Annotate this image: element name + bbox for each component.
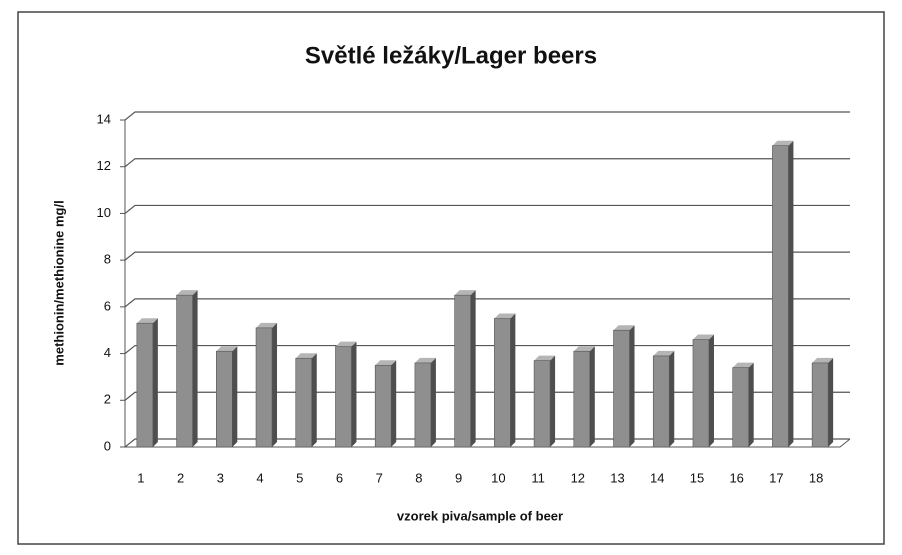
y-tick-label: 14 bbox=[97, 111, 111, 126]
x-tick-label: 1 bbox=[137, 470, 144, 485]
bar-side bbox=[550, 355, 556, 447]
grid-line bbox=[124, 158, 850, 168]
bar-top bbox=[613, 325, 635, 331]
x-tick-label: 12 bbox=[571, 470, 585, 485]
bar-side bbox=[510, 313, 516, 447]
grid-line bbox=[124, 344, 850, 355]
bar-top bbox=[216, 346, 238, 352]
bar-top bbox=[414, 357, 436, 363]
bar-top bbox=[772, 140, 794, 146]
floor-edge bbox=[125, 438, 851, 448]
x-tick-label: 11 bbox=[531, 470, 545, 485]
x-tick-label: 8 bbox=[415, 470, 422, 485]
bar-top bbox=[494, 313, 516, 319]
bar-side bbox=[708, 334, 714, 447]
bar bbox=[573, 350, 591, 448]
y-tick-label: 4 bbox=[104, 345, 111, 360]
bar bbox=[732, 367, 749, 448]
x-tick-label: 2 bbox=[177, 470, 184, 485]
bar-side bbox=[589, 346, 595, 447]
x-axis-label: vzorek piva/sample of beer bbox=[397, 508, 563, 523]
bar-top bbox=[136, 318, 158, 324]
x-tick-label: 7 bbox=[376, 470, 383, 485]
bar-side bbox=[669, 350, 675, 447]
bar bbox=[613, 329, 630, 448]
x-tick-label: 13 bbox=[610, 470, 624, 485]
bar-top bbox=[375, 360, 397, 366]
bar-side bbox=[788, 140, 794, 447]
bar bbox=[533, 360, 551, 448]
bar bbox=[295, 357, 313, 448]
bar-side bbox=[351, 341, 357, 447]
bar bbox=[136, 322, 154, 448]
bar bbox=[374, 364, 392, 448]
bar-side bbox=[152, 318, 158, 447]
bar-top bbox=[732, 362, 754, 368]
bar-side bbox=[232, 346, 238, 447]
x-tick-label: 10 bbox=[491, 470, 505, 485]
x-tick-label: 18 bbox=[809, 470, 823, 485]
bar-top bbox=[653, 350, 675, 356]
bar bbox=[216, 350, 233, 448]
bar-side bbox=[470, 290, 476, 447]
bar bbox=[414, 362, 432, 448]
bar-side bbox=[629, 325, 635, 447]
bar-top bbox=[256, 322, 278, 328]
y-tick-label: 10 bbox=[97, 205, 111, 220]
bar-side bbox=[272, 322, 278, 447]
x-tick-label: 9 bbox=[455, 470, 462, 485]
grid-line bbox=[124, 204, 850, 214]
y-tick-label: 2 bbox=[104, 392, 111, 407]
bar-top bbox=[692, 334, 714, 340]
bar bbox=[811, 362, 829, 448]
x-tick-label: 17 bbox=[769, 470, 783, 485]
x-tick-label: 16 bbox=[729, 470, 743, 485]
x-tick-label: 6 bbox=[336, 470, 343, 485]
y-axis-label: methionin/methionine mg/l bbox=[51, 200, 66, 365]
bar bbox=[255, 327, 273, 448]
x-tick-label: 15 bbox=[690, 470, 704, 485]
bar-side bbox=[748, 362, 754, 447]
x-tick-label: 4 bbox=[256, 470, 263, 485]
bar-side bbox=[192, 290, 198, 447]
x-tick-label: 3 bbox=[217, 470, 224, 485]
bar-side bbox=[391, 360, 397, 447]
grid-line bbox=[124, 438, 850, 448]
bar bbox=[335, 346, 352, 448]
y-tick-label: 6 bbox=[104, 298, 111, 313]
bar-top bbox=[454, 290, 476, 296]
bar-side bbox=[828, 357, 834, 447]
bar-top bbox=[534, 355, 556, 361]
bar bbox=[652, 355, 670, 448]
frame bbox=[17, 11, 885, 545]
y-tick-label: 8 bbox=[104, 252, 111, 267]
x-tick-label: 5 bbox=[296, 470, 303, 485]
grid-line bbox=[124, 391, 850, 401]
chart-title: Světlé ležáky/Lager beers bbox=[305, 42, 597, 69]
bar bbox=[454, 294, 471, 448]
grid-line bbox=[124, 251, 850, 261]
y-tick-label: 0 bbox=[104, 438, 111, 453]
grid-line bbox=[124, 298, 850, 308]
grid-line bbox=[124, 111, 850, 121]
bar-top bbox=[335, 341, 357, 347]
bar bbox=[772, 145, 789, 448]
y-tick-label: 12 bbox=[97, 158, 111, 173]
bar bbox=[692, 339, 710, 448]
bar-top bbox=[573, 346, 595, 352]
bar-side bbox=[430, 357, 436, 447]
bar-top bbox=[812, 357, 834, 363]
bar bbox=[176, 294, 193, 448]
bar-top bbox=[295, 353, 317, 359]
bar bbox=[494, 318, 511, 448]
x-tick-label: 14 bbox=[650, 470, 664, 485]
bar-side bbox=[311, 353, 317, 447]
bar-top bbox=[176, 290, 198, 296]
